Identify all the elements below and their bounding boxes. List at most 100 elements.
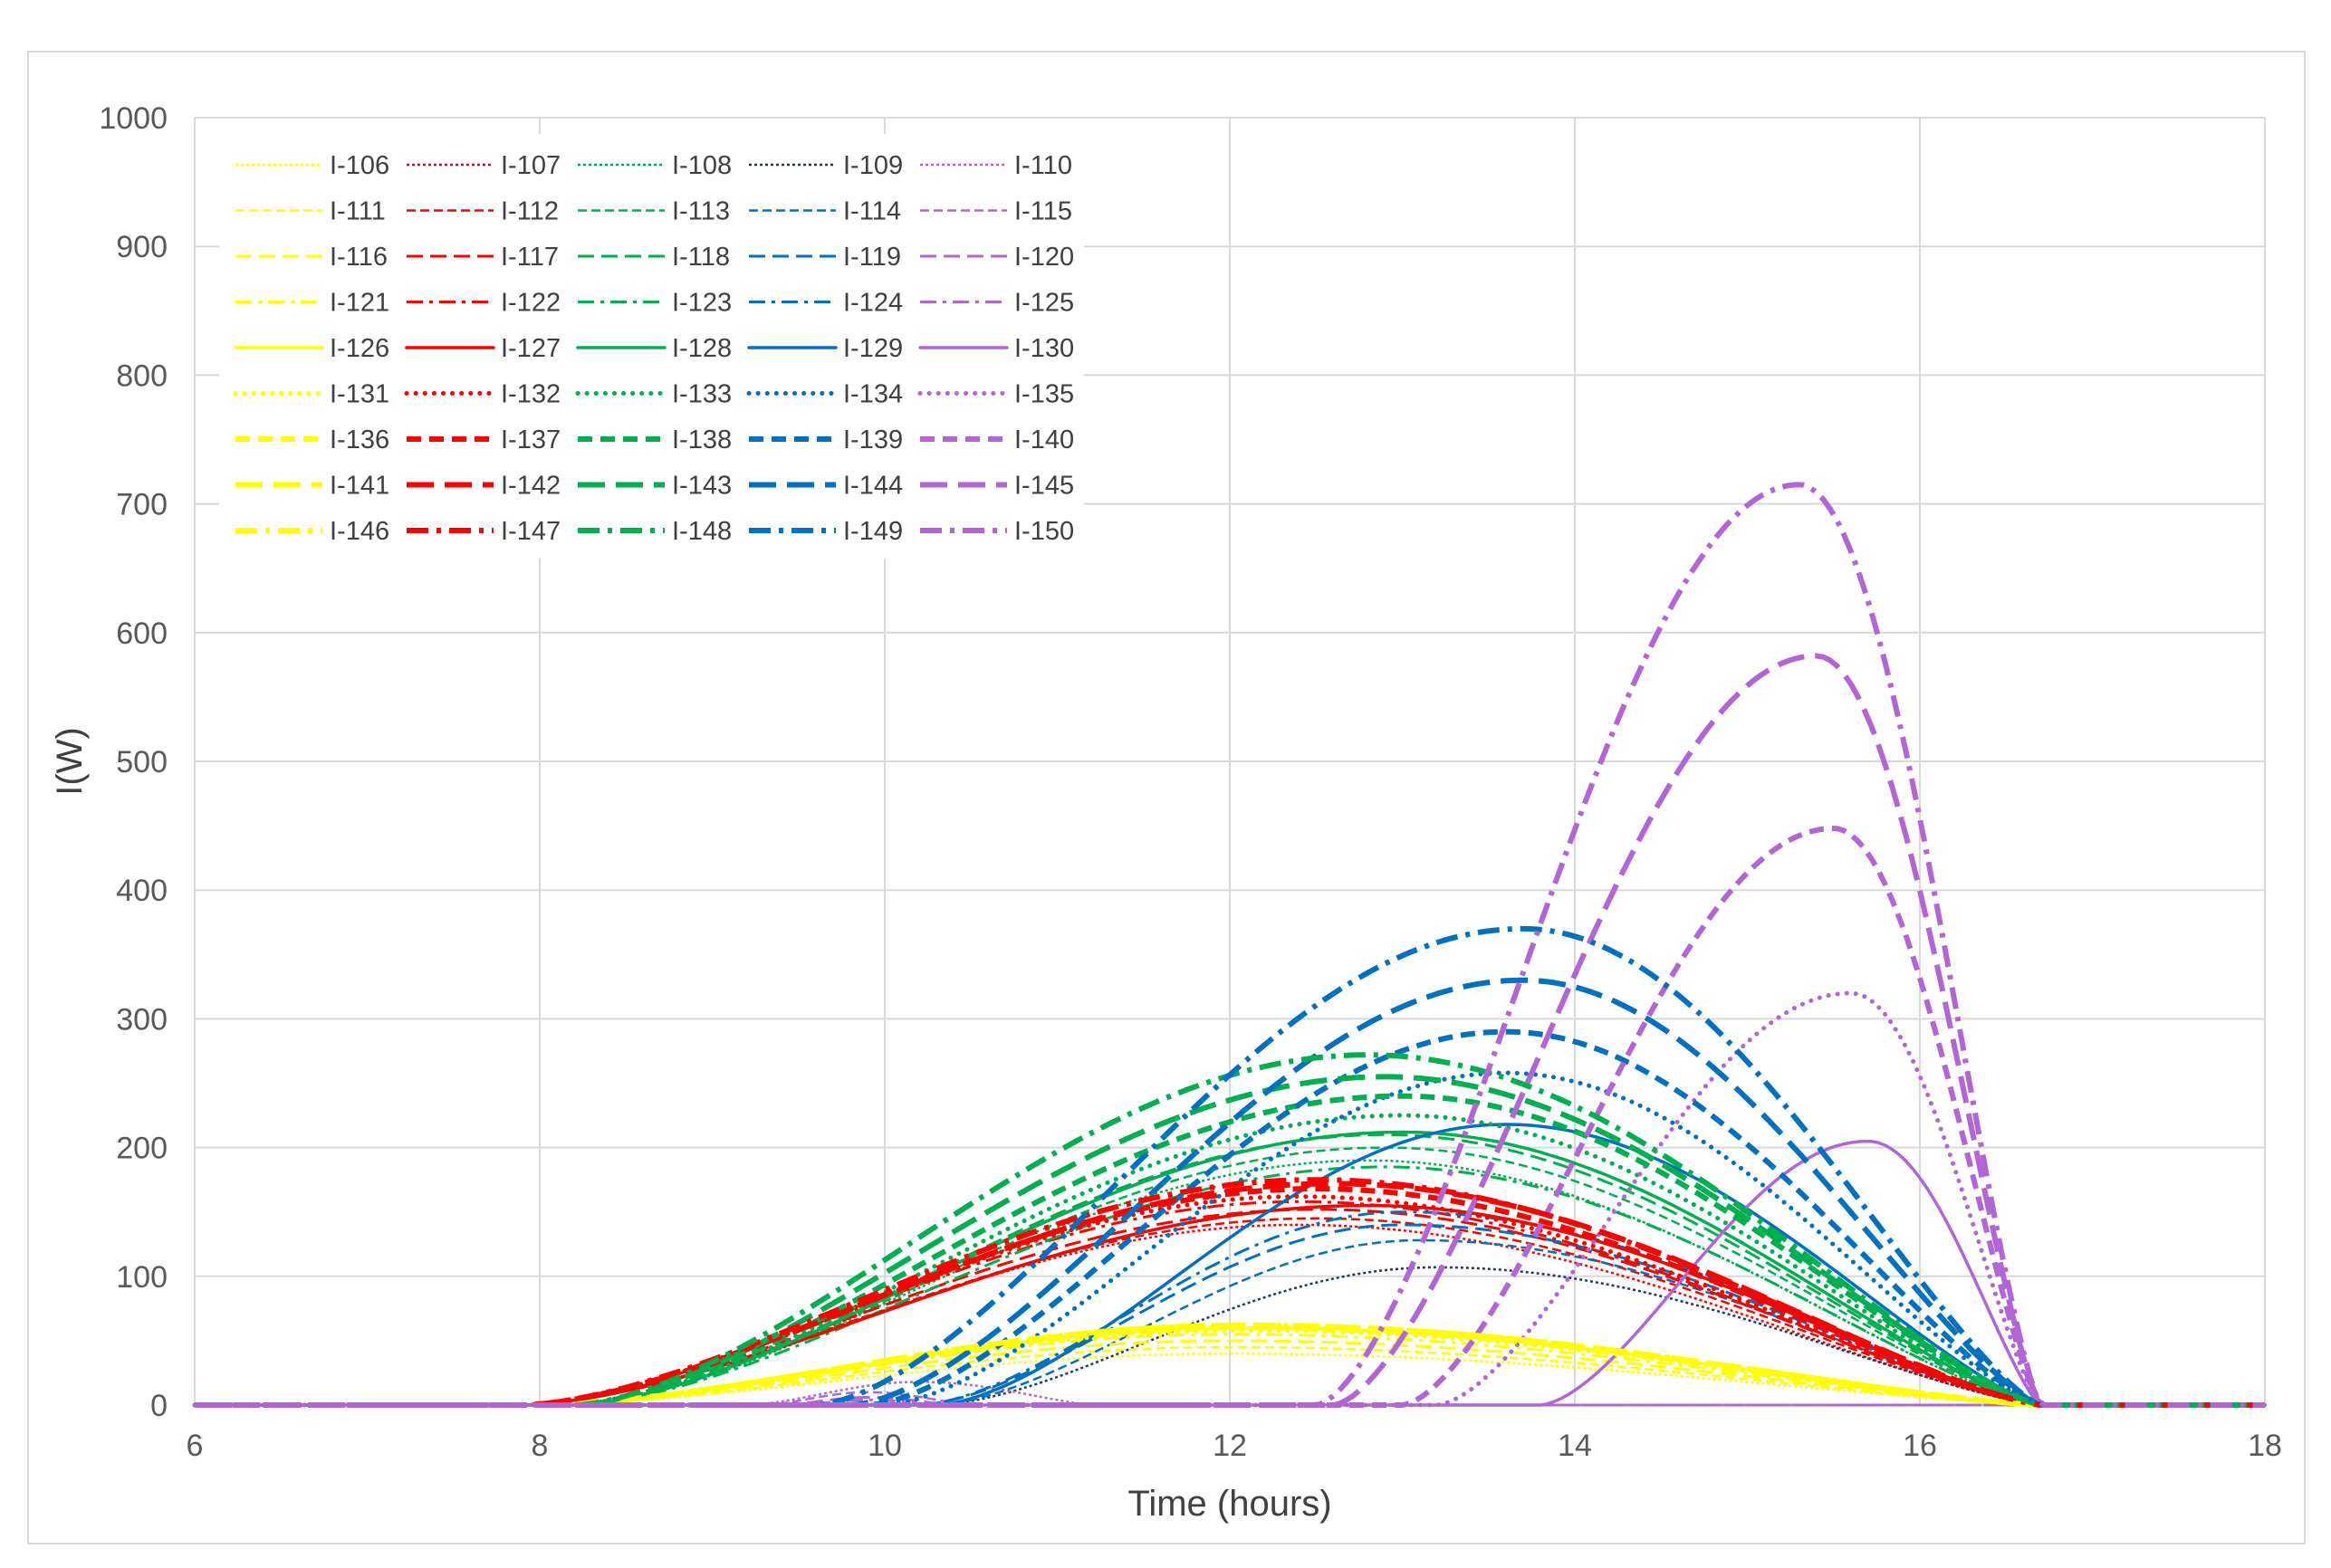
legend-entry: I-116 (235, 243, 388, 272)
legend-label: I-133 (672, 380, 732, 409)
legend-label: I-145 (1014, 472, 1074, 501)
y-tick-label: 1000 (99, 101, 168, 136)
legend-label: I-140 (1014, 425, 1074, 454)
x-tick-label: 6 (187, 1429, 204, 1463)
x-tick-label: 10 (868, 1429, 902, 1463)
legend-entry: I-118 (578, 243, 730, 272)
legend-label: I-148 (672, 517, 732, 546)
legend-entry: I-131 (233, 380, 389, 409)
legend-label: I-127 (501, 334, 561, 363)
x-tick-label: 18 (2248, 1429, 2282, 1463)
legend-label: I-141 (330, 472, 389, 501)
legend-entry: I-148 (578, 517, 732, 546)
legend-entry: I-147 (407, 517, 561, 546)
legend-entry: I-129 (747, 334, 903, 363)
legend-label: I-130 (1014, 334, 1074, 363)
legend-entry: I-125 (920, 289, 1074, 318)
legend-entry: I-139 (749, 425, 903, 454)
legend-entry: I-136 (235, 425, 389, 454)
y-tick-label: 900 (116, 230, 168, 264)
legend-entry: I-106 (235, 151, 389, 180)
y-axis-title: I(W) (50, 727, 90, 796)
legend-entry: I-111 (235, 197, 386, 226)
series-I-123 (195, 1165, 2265, 1407)
x-tick-label: 14 (1558, 1429, 1592, 1463)
legend-label: I-136 (330, 425, 389, 454)
y-tick-label: 200 (116, 1132, 168, 1166)
legend-entry: I-137 (407, 425, 561, 454)
x-tick-label: 16 (1903, 1429, 1937, 1463)
y-tick-label: 400 (116, 874, 168, 908)
y-tick-label: 100 (116, 1260, 168, 1295)
legend-entry: I-141 (235, 472, 389, 501)
legend-entry: I-132 (404, 380, 561, 409)
x-axis-title: Time (hours) (1127, 1484, 1331, 1524)
legend-entry: I-143 (578, 472, 732, 501)
legend-entry: I-112 (407, 197, 559, 226)
legend-label: I-135 (1014, 380, 1074, 409)
legend-label: I-112 (501, 197, 559, 226)
legend-entry: I-144 (749, 472, 903, 501)
legend-entry: I-149 (749, 517, 903, 546)
series-lines (192, 482, 2268, 1408)
legend-entry: I-150 (920, 517, 1074, 546)
legend-label: I-115 (1014, 197, 1072, 226)
legend-label: I-122 (501, 289, 561, 318)
legend-label: I-149 (843, 517, 903, 546)
legend-entry: I-135 (917, 380, 1074, 409)
chart-frame: 0 100 200 300 400 500 600 700 800 900 1000 6 8 10 12 14… (27, 51, 2306, 1544)
legend-label: I-111 (330, 197, 386, 226)
legend-label: I-150 (1014, 517, 1074, 546)
legend-label: I-119 (843, 243, 901, 272)
legend-label: I-146 (330, 517, 389, 546)
legend-entry: I-134 (746, 380, 903, 409)
legend-entry: I-145 (920, 472, 1074, 501)
tick-labels: 0 100 200 300 400 500 600 700 800 900 1000 6 8 10 12 14… (99, 101, 2282, 1463)
y-tick-label: 0 (150, 1389, 168, 1423)
legend-entry: I-122 (407, 289, 561, 318)
legend-label: I-109 (843, 151, 903, 180)
legend-label: I-117 (501, 243, 559, 272)
legend-label: I-139 (843, 425, 903, 454)
legend-entry: I-146 (235, 517, 389, 546)
legend-entry: I-108 (578, 151, 732, 180)
legend-entry: I-109 (749, 151, 903, 180)
legend-entry: I-121 (235, 289, 389, 318)
legend-label: I-142 (501, 472, 561, 501)
legend-entry: I-138 (578, 425, 732, 454)
legend-entry: I-110 (920, 151, 1072, 180)
legend-entry: I-142 (407, 472, 561, 501)
legend-label: I-116 (330, 243, 388, 272)
y-tick-label: 700 (116, 488, 168, 522)
legend-entry: I-130 (918, 334, 1074, 363)
legend-label: I-143 (672, 472, 732, 501)
y-tick-label: 300 (116, 1002, 168, 1037)
legend-label: I-113 (672, 197, 730, 226)
legend-entry: I-127 (405, 334, 561, 363)
legend-label: I-147 (501, 517, 561, 546)
legend-entry: I-119 (749, 243, 901, 272)
legend-label: I-144 (843, 472, 903, 501)
legend-label: I-128 (672, 334, 732, 363)
x-tick-label: 8 (532, 1429, 549, 1463)
legend-label: I-120 (1014, 243, 1074, 272)
legend-entry: I-126 (234, 334, 389, 363)
legend-label: I-110 (1014, 151, 1072, 180)
legend-label: I-123 (672, 289, 732, 318)
legend-label: I-137 (501, 425, 561, 454)
legend-label: I-118 (672, 243, 730, 272)
legend-entry: I-117 (407, 243, 559, 272)
y-tick-label: 600 (116, 617, 168, 651)
legend-entry: I-114 (749, 197, 901, 226)
legend-label: I-107 (501, 151, 561, 180)
chart-canvas: 0 100 200 300 400 500 600 700 800 900 1000 6 8 10 12 14… (50, 101, 2282, 1524)
legend-label: I-121 (330, 289, 389, 318)
y-tick-label: 500 (116, 745, 168, 779)
legend-label: I-125 (1014, 289, 1074, 318)
legend-entry: I-140 (920, 425, 1074, 454)
series-I-150 (195, 482, 2265, 1408)
legend-entry: I-128 (576, 334, 732, 363)
x-tick-label: 12 (1213, 1429, 1247, 1463)
legend-entry: I-113 (578, 197, 730, 226)
legend-label: I-114 (843, 197, 901, 226)
